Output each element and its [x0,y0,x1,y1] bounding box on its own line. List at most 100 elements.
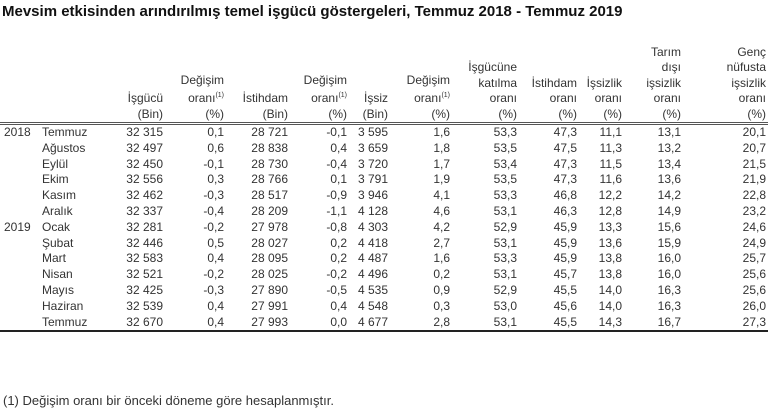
column-header-line: oranı [489,91,517,105]
table-cell: 53,3 [493,188,517,203]
column-header: İşgücü (Bin) [105,30,165,125]
table-cell: -0,2 [203,267,224,282]
table-cell: 32 450 [126,156,163,171]
column-header-line: (%) [328,106,347,121]
table-cell: 14,2 [657,188,681,203]
column-header-line: nüfusta [726,60,766,74]
table-cell: 45,6 [553,298,577,313]
row-label: Ağustos [0,141,105,157]
row-label: Eylül [0,157,105,173]
row-label: Haziran [0,299,105,315]
table-cell: 32 556 [126,172,163,187]
column-header-line: katılma [478,75,517,90]
column-header-line: oranı [549,91,577,105]
column-header: İstihdam oranı (%) [519,30,579,125]
row-month: Aralık [42,203,73,218]
table-row: Mart 32 583 0,4 28 095 0,2 4 487 1,6 53,3 45,9 13… [0,251,768,267]
column-header-line: İstihdam [531,75,577,90]
column-header-line: İstihdam [242,91,288,105]
table-cell: 2,7 [433,235,450,250]
table-cell: 27 993 [226,314,290,333]
column-header-line: (%) [431,106,450,121]
column-header-line: (Bin) [137,106,163,121]
row-label: Kasım [0,188,105,204]
table-cell: 32 337 [126,203,163,218]
footnote-marker: (1) [441,92,450,99]
table-cell: 32 281 [126,219,163,234]
table-row: Kasım 32 462 -0,3 28 517 -0,9 3 946 4,1 53,3 46,… [0,188,768,204]
table-cell: 4 418 [357,235,388,250]
table-cell: 0,4 [165,314,226,333]
table-cell: 12,2 [598,188,622,203]
table-cell: 45,9 [553,235,577,250]
table-cell: 0,6 [207,140,224,155]
header-row: İşgücü (Bin) Değişim oranı(1) (%) İstihdam (Bi… [0,30,768,125]
table-cell: 1,9 [433,172,450,187]
table-cell: 32 670 [105,314,165,333]
table-cell: 14,0 [598,282,622,297]
table-cell: 53,4 [493,156,517,171]
row-month: Kasım [42,188,77,203]
row-label: Mayıs [0,283,105,299]
column-header-line: İşgücü [127,91,163,105]
table-cell: 11,6 [599,172,622,187]
table-cell: 32 583 [126,251,163,266]
table-cell: -0,1 [326,125,347,139]
column-header-line: (%) [558,106,577,121]
table-cell: 45,5 [553,282,577,297]
table-cell: 20,7 [742,140,766,155]
row-year: 2018 [4,125,31,139]
table-cell: 28 766 [251,172,288,187]
table-cell: 3 659 [357,140,388,155]
row-year: 2019 [4,219,31,234]
table-cell: 4 548 [357,298,388,313]
column-header: Değişim oranı(1) (%) [165,30,226,125]
column-header-line: (Bin) [362,106,388,121]
table-cell: -0,2 [326,267,347,282]
row-label: 2019 Ocak [0,220,105,236]
table-cell: 16,3 [657,298,681,313]
column-header-line: oranı [594,91,622,105]
column-header-line: dışı [661,60,681,74]
header-blank [0,30,105,125]
table-cell: 25,6 [742,282,766,297]
table-row: Temmuz 32 670 0,4 27 993 0,0 4 677 2,8 53,1 45,5… [0,314,768,333]
column-header-line: oranı [738,91,766,105]
table-cell: 32 462 [126,188,163,203]
table-cell: 11,3 [599,140,622,155]
table-cell: 4,1 [433,188,450,203]
table-cell: 27 890 [251,282,288,297]
table-cell: 3 946 [357,188,388,203]
row-label: Şubat [0,236,105,252]
row-month: Nisan [42,267,73,282]
table-cell: 53,5 [493,140,517,155]
table-cell: 20,1 [742,125,766,139]
footnote-marker: (1) [215,92,224,99]
table-cell: -0,5 [326,282,347,297]
column-header-line: (%) [747,106,766,121]
column-header-line: Tarım [651,44,681,59]
column-header-line: oranı [311,91,339,105]
table-cell: -0,2 [203,219,224,234]
table-cell: 4 677 [349,314,390,333]
table-cell: 27 978 [251,219,288,234]
column-header-line: oranı [653,91,681,105]
table-cell: 2,8 [390,314,452,333]
table-cell: 1,6 [433,125,450,139]
column-header-line: oranı [414,91,442,105]
table-row: Mayıs 32 425 -0,3 27 890 -0,5 4 535 0,9 52,9 45,… [0,283,768,299]
table-cell: 32 425 [126,282,163,297]
table-cell: 53,3 [493,125,517,139]
column-header-line: İşsizlik [586,75,622,90]
row-month: Şubat [42,235,74,250]
row-month: Ağustos [42,140,86,155]
table-cell: 11,1 [599,125,622,139]
column-header-line: işsizlik [731,75,766,90]
table-cell: 27,3 [683,314,768,333]
row-label: Ekim [0,172,105,188]
table-cell: 21,5 [742,156,766,171]
table-cell: 16,0 [657,251,681,266]
table-cell: 52,9 [493,219,517,234]
table-cell: 23,2 [742,203,766,218]
column-header: Değişim oranı(1) (%) [390,30,452,125]
